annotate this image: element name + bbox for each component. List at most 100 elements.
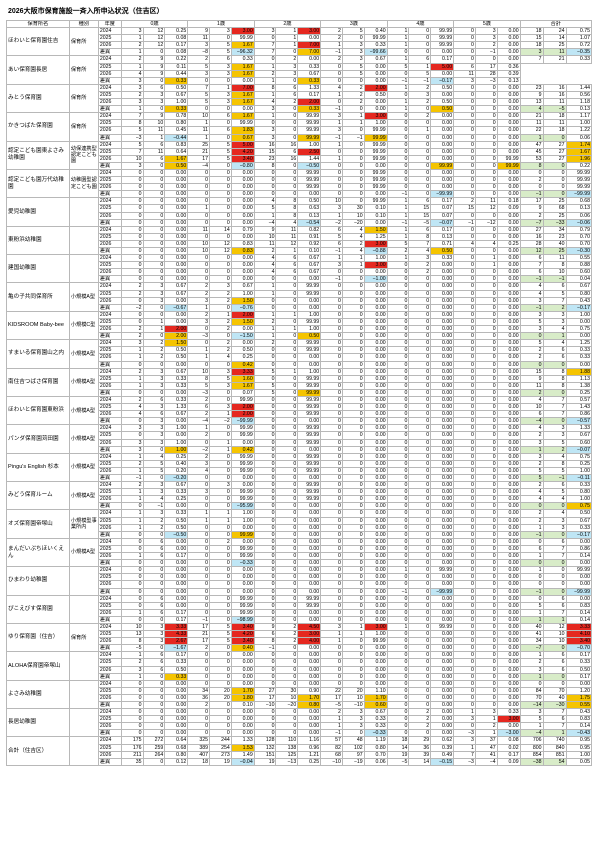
ratio-cell: 0.00 xyxy=(297,566,322,575)
ratio-cell: 0.00 xyxy=(297,275,322,284)
count-cell: 0 xyxy=(408,729,432,738)
ratio-cell: 1.00 xyxy=(565,119,592,128)
count-cell: 0 xyxy=(408,495,432,504)
ratio-cell: 4.20 xyxy=(230,630,255,639)
ratio-cell: 1.33 xyxy=(164,403,189,412)
ratio-cell: 99.99 xyxy=(297,403,322,412)
ratio-cell: 0.00 xyxy=(430,700,455,710)
count-cell: 3 xyxy=(474,708,498,717)
count-cell: 0 xyxy=(275,161,299,170)
count-cell: 0 xyxy=(408,601,432,610)
count-cell: 36 xyxy=(187,693,210,703)
ratio-cell: 0.13 xyxy=(297,211,322,220)
count-cell: 3 xyxy=(253,27,277,36)
count-cell: 4 xyxy=(519,424,544,433)
count-cell: 0 xyxy=(320,62,343,71)
ratio-cell: 99.99 xyxy=(363,183,388,192)
count-cell: 0 xyxy=(341,126,365,135)
count-cell: 22 xyxy=(320,686,343,695)
ratio-cell: 1.53 xyxy=(230,743,255,752)
ratio-cell: 0.68 xyxy=(164,743,189,752)
count-cell: 5 xyxy=(341,69,365,78)
ratio-cell: 0.00 xyxy=(430,268,455,277)
count-cell: 3 xyxy=(142,90,166,100)
facility-name: 認定こども園東よさみ幼稚園 xyxy=(6,140,70,170)
count-cell: 0 xyxy=(453,509,476,518)
ratio-cell: 0.00 xyxy=(363,268,388,277)
count-cell: 2 xyxy=(187,310,210,319)
ratio-cell: 0.33 xyxy=(164,509,189,518)
count-cell: 1 xyxy=(209,445,232,454)
count-cell: 6 xyxy=(453,62,476,71)
ratio-cell: 0.00 xyxy=(565,580,592,589)
ratio-cell: 0.00 xyxy=(496,580,521,589)
ratio-cell: 0.00 xyxy=(363,381,388,390)
ratio-cell: 0.00 xyxy=(363,374,388,383)
year-cell: 2025 xyxy=(97,147,122,156)
count-cell: 1 xyxy=(253,62,277,71)
ratio-cell: 0.25 xyxy=(164,452,189,461)
count-cell: 3 xyxy=(519,48,544,57)
ratio-cell: 0.00 xyxy=(565,332,592,341)
year-cell: 差異 xyxy=(97,161,122,170)
year-cell: 差異 xyxy=(97,105,122,114)
ratio-cell: 1.44 xyxy=(297,154,322,163)
count-cell: 0 xyxy=(275,133,299,142)
count-cell: 41 xyxy=(519,630,544,639)
ratio-cell: 0.00 xyxy=(430,403,455,412)
ratio-cell: 0.00 xyxy=(164,559,189,568)
ratio-cell: 0.00 xyxy=(363,325,388,334)
ratio-cell: 0.00 xyxy=(230,183,255,192)
count-cell: −4 xyxy=(253,218,277,227)
count-cell: 0 xyxy=(120,587,144,596)
count-cell: 7 xyxy=(253,41,277,50)
ratio-cell: 2.00 xyxy=(230,310,255,319)
count-cell: 10 xyxy=(542,268,567,277)
count-cell: 2 xyxy=(386,246,410,256)
ratio-cell: 0.50 xyxy=(164,353,189,362)
ratio-cell: 0.64 xyxy=(164,736,189,745)
count-cell: 0 xyxy=(542,679,567,688)
ratio-cell: 0.00 xyxy=(430,715,455,724)
count-cell: 0 xyxy=(209,105,232,114)
count-cell: 0 xyxy=(209,168,232,178)
count-cell: 21 xyxy=(542,55,567,64)
count-cell: 0 xyxy=(275,317,299,327)
count-cell: 7 xyxy=(120,147,144,156)
count-cell: 0 xyxy=(320,651,343,660)
count-cell: 12 xyxy=(275,239,299,249)
ratio-cell: 0.00 xyxy=(430,317,455,327)
count-cell: 0 xyxy=(120,261,144,270)
count-cell: 3 xyxy=(519,665,544,674)
count-cell: 0 xyxy=(320,672,343,681)
count-cell: 2 xyxy=(187,282,210,291)
ratio-cell: 99.99 xyxy=(297,438,322,447)
ratio-cell: 0.00 xyxy=(430,325,455,334)
ratio-cell: 2.50 xyxy=(297,147,322,156)
ratio-cell: 1.07 xyxy=(565,34,592,43)
count-cell: 24 xyxy=(542,27,567,36)
count-cell: 9 xyxy=(187,27,210,36)
count-cell: 0 xyxy=(320,332,343,341)
year-cell: 差異 xyxy=(97,360,122,369)
count-cell: 0 xyxy=(386,679,410,688)
count-cell: 0 xyxy=(474,176,498,185)
count-cell: 6 xyxy=(142,658,166,667)
table-row: かきつばた保育園 保育所 2024 7 9 0.78 10 6 1.67 1 0 99.99 3 1 3.0… xyxy=(6,112,592,142)
count-cell: 0 xyxy=(320,552,343,561)
count-cell: 7 xyxy=(408,239,432,249)
count-cell: 0 xyxy=(341,445,365,454)
count-cell: 0 xyxy=(320,573,343,582)
count-cell: 2 xyxy=(341,83,365,92)
ratio-cell: 0.00 xyxy=(430,722,455,731)
count-cell: 7 xyxy=(542,410,567,419)
year-cell: 2025 xyxy=(97,374,122,383)
count-cell: 0 xyxy=(253,594,277,603)
year-cell: 差異 xyxy=(97,303,122,312)
count-cell: 3 xyxy=(142,403,166,412)
count-cell: 0 xyxy=(187,552,210,561)
count-cell: 5 xyxy=(519,466,544,476)
ratio-cell: 1.00 xyxy=(565,750,592,759)
count-cell: 0 xyxy=(386,261,410,270)
count-cell: −1 xyxy=(386,190,410,199)
